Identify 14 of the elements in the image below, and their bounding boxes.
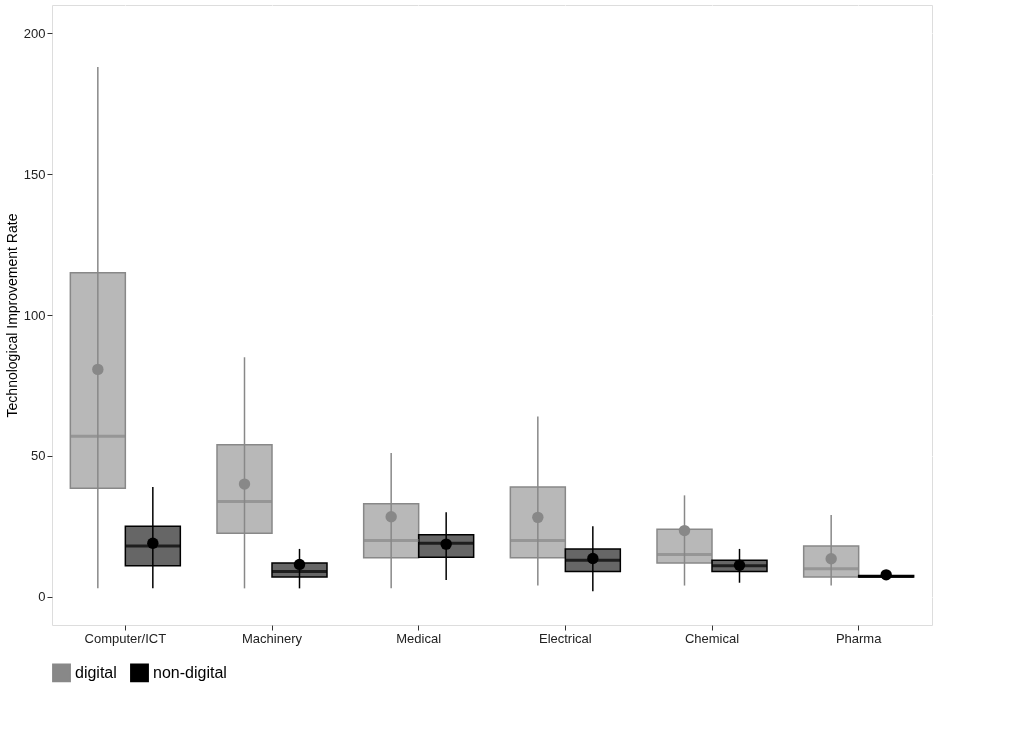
x-tick-label: Electrical: [538, 630, 592, 646]
x-tick-label: Computer/ICT: [84, 630, 167, 646]
y-tick-label: 100: [23, 307, 46, 323]
x-tick-label: Medical: [396, 630, 442, 646]
y-tick-label: 150: [23, 166, 46, 182]
y-tick-label: 50: [31, 448, 46, 464]
x-tick-label: Pharma: [835, 630, 883, 646]
x-tick-label: Chemical: [684, 630, 740, 646]
legend-label: digital: [75, 663, 117, 681]
y-axis-title: Technological Improvement Rate: [3, 213, 20, 418]
y-tick-label: 200: [23, 25, 46, 41]
x-tick-label: Machinery: [242, 630, 303, 646]
y-tick-label: 0: [38, 589, 46, 605]
legend-label: non-digital: [153, 663, 227, 681]
